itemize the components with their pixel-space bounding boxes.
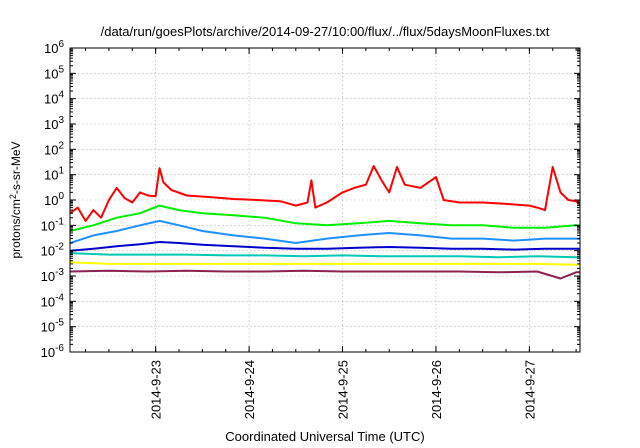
y-tick-label: 105: [44, 64, 64, 81]
series-layer: [70, 165, 580, 280]
x-tick-label: 2014-9-23: [149, 360, 164, 419]
x-tick-label: 2014-9-27: [522, 360, 537, 419]
axes: 10-6 10-5 10-4 10-3 10-2 10-1 100 101 102 103 104 1…: [41, 39, 580, 419]
y-tick-label: 104: [44, 90, 64, 107]
x-axis-label: Coordinated Universal Time (UTC): [225, 429, 424, 444]
series-line-5: [70, 261, 580, 266]
x-tick-label: 2014-9-25: [336, 360, 351, 419]
series-line-6: [70, 269, 580, 280]
y-tick-label: 103: [44, 115, 64, 132]
y-tick-label: 10-6: [41, 343, 65, 360]
series-line-2: [70, 219, 580, 244]
y-tick-label: 10-5: [41, 318, 65, 335]
y-tick-label: 10-2: [41, 242, 65, 259]
series-line-1: [70, 204, 580, 232]
chart-title: /data/run/goesPlots/archive/2014-09-27/1…: [101, 24, 550, 39]
y-tick-label: 10-4: [41, 292, 65, 309]
series-line-4: [70, 252, 580, 259]
y-tick-label: 10-1: [41, 216, 65, 233]
series-line-0: [70, 165, 580, 222]
y-tick-label: 106: [44, 39, 64, 56]
y-tick-label: 101: [44, 166, 64, 183]
y-tick-label: 10-3: [41, 267, 65, 284]
series-line-3: [70, 241, 580, 252]
x-tick-label: 2014-9-26: [429, 360, 444, 419]
y-tick-label: 100: [44, 191, 64, 208]
x-tick-label: 2014-9-24: [242, 360, 257, 419]
y-tick-label: 102: [44, 140, 64, 157]
y-axis-label: protons/cm2-s-sr-MeV: [8, 141, 23, 258]
